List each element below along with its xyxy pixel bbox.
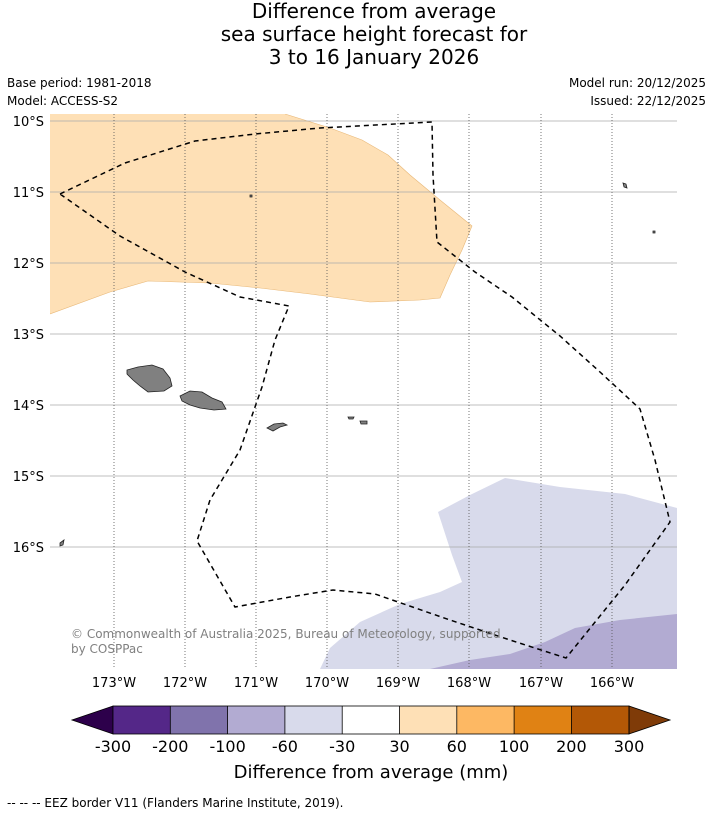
swains-island bbox=[249, 194, 253, 198]
colorbar-extension-high bbox=[628, 705, 672, 735]
lat-label-13s: 13°S bbox=[13, 328, 44, 343]
colorbar-ticks: -300 -200 -100 -60 -30 30 60 100 200 300 bbox=[95, 737, 644, 756]
base-period: Base period: 1981-2018 bbox=[7, 76, 152, 90]
colorbar: -300 -200 -100 -60 -30 30 60 100 200 300… bbox=[70, 705, 672, 783]
anomaly-region-positive bbox=[50, 114, 472, 314]
title-line-3: 3 to 16 January 2026 bbox=[268, 45, 480, 69]
colorbar-segment-5 bbox=[342, 706, 400, 734]
lat-label-12s: 12°S bbox=[13, 257, 44, 272]
meta-right: Model run: 20/12/2025 Issued: 22/12/2025 bbox=[569, 74, 706, 110]
lon-label-167w: 167°W bbox=[519, 676, 563, 691]
colorbar-tick-10: 300 bbox=[614, 737, 645, 756]
colorbar-segment-6 bbox=[399, 706, 457, 734]
colorbar-label: Difference from average (mm) bbox=[234, 762, 509, 783]
colorbar-tick-7: 60 bbox=[447, 737, 467, 756]
lon-label-170w: 170°W bbox=[305, 676, 349, 691]
anomaly-region-negative-light bbox=[320, 478, 677, 669]
land-islands bbox=[59, 182, 656, 547]
lon-label-169w: 169°W bbox=[376, 676, 420, 691]
colorbar-tick-6: 30 bbox=[389, 737, 409, 756]
anomaly-region-positive-edge bbox=[50, 114, 473, 315]
longitude-labels: 173°W 172°W 171°W 170°W 169°W 168°W 167°… bbox=[92, 676, 634, 691]
colorbar-tick-1: -300 bbox=[95, 737, 131, 756]
colorbar-segment-9 bbox=[571, 706, 629, 734]
lat-label-11s: 11°S bbox=[13, 186, 44, 201]
lon-label-168w: 168°W bbox=[447, 676, 491, 691]
lat-label-10s: 10°S bbox=[13, 115, 44, 130]
colorbar-outline bbox=[112, 705, 630, 735]
lon-label-171w: 171°W bbox=[234, 676, 278, 691]
title-line-1: Difference from average bbox=[251, 0, 497, 23]
colorbar-segment-2 bbox=[170, 706, 228, 734]
upolu-island bbox=[179, 390, 227, 411]
ofu-island bbox=[347, 416, 355, 420]
title-line-2: sea surface height forecast for bbox=[220, 22, 528, 46]
lat-label-15s: 15°S bbox=[13, 470, 44, 485]
tau-island bbox=[359, 420, 368, 425]
lat-label-14s: 14°S bbox=[13, 399, 44, 414]
colorbar-tick-2: -200 bbox=[152, 737, 188, 756]
colorbar-segment-1 bbox=[113, 706, 171, 734]
colorbar-tick-8: 100 bbox=[499, 737, 530, 756]
latitude-labels: 10°S 11°S 12°S 13°S 14°S 15°S 16°S bbox=[13, 115, 44, 556]
colorbar-segment-7 bbox=[456, 706, 515, 734]
tokelau-islet-2 bbox=[652, 230, 656, 234]
copyright-line-1: © Commonwealth of Australia 2025, Bureau… bbox=[71, 627, 501, 641]
map-area: © Commonwealth of Australia 2025, Bureau… bbox=[50, 114, 677, 669]
lat-label-16s: 16°S bbox=[13, 541, 44, 556]
tutuila-island bbox=[266, 422, 289, 432]
colorbar-tick-9: 200 bbox=[556, 737, 587, 756]
colorbar-segment-3 bbox=[227, 706, 285, 734]
colorbar-tick-3: -100 bbox=[209, 737, 245, 756]
model-name: Model: ACCESS-S2 bbox=[7, 94, 119, 108]
colorbar-extension-low bbox=[70, 705, 114, 735]
eez-borders bbox=[58, 121, 671, 659]
colorbar-dividers bbox=[169, 706, 572, 734]
colorbar-segment-4 bbox=[284, 706, 343, 734]
tokelau-islet bbox=[622, 182, 628, 189]
eez-border-samoa bbox=[58, 121, 671, 659]
issued-date: Issued: 22/12/2025 bbox=[590, 94, 706, 108]
colorbar-segment-8 bbox=[514, 706, 572, 734]
eez-legend-footer: -- -- -- EEZ border V11 (Flanders Marine… bbox=[7, 796, 344, 810]
colorbar-tick-5: -30 bbox=[329, 737, 355, 756]
copyright-line-2: by COSPPac bbox=[71, 642, 143, 656]
wallis-islet bbox=[59, 539, 65, 547]
colorbar-tick-4: -60 bbox=[272, 737, 298, 756]
lon-label-173w: 173°W bbox=[92, 676, 136, 691]
longitude-gridlines bbox=[113, 114, 613, 669]
lon-label-172w: 172°W bbox=[163, 676, 207, 691]
chart-title: Difference from average sea surface heig… bbox=[0, 0, 713, 69]
latitude-gridlines bbox=[50, 120, 677, 548]
model-run: Model run: 20/12/2025 bbox=[568, 76, 706, 90]
anomaly-region-negative-medium bbox=[430, 614, 677, 669]
savaii-island bbox=[126, 364, 173, 393]
lon-label-166w: 166°W bbox=[590, 676, 634, 691]
meta-left: Base period: 1981-2018 Model: ACCESS-S2 bbox=[7, 74, 152, 110]
